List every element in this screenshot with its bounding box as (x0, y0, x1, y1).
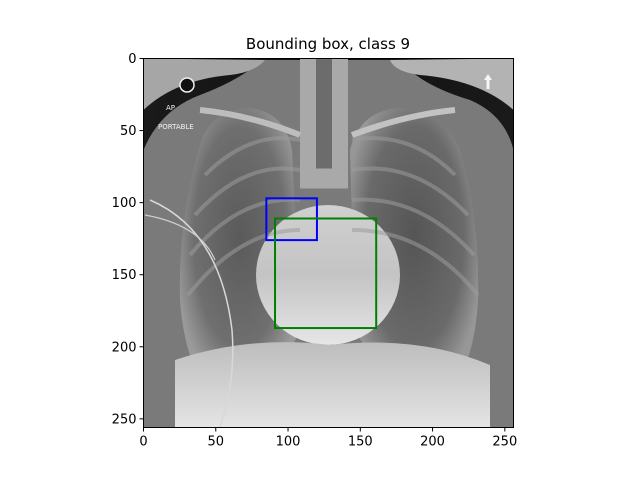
chest-xray-image: AP PORTABLE (143, 58, 514, 428)
y-tick-label: 250 (112, 412, 137, 427)
marker-icon (179, 77, 195, 93)
overlay-text-ap: AP (166, 104, 175, 112)
x-tick-label: 150 (348, 435, 373, 450)
y-tick-label: 50 (120, 124, 137, 139)
axes-frame (143, 58, 514, 428)
bounding-boxes (265, 197, 378, 330)
x-axis: 0 50 100 150 200 250 (139, 427, 517, 450)
y-tick-label: 150 (112, 268, 137, 283)
x-tick-label: 250 (492, 435, 517, 450)
x-tick-label: 0 (139, 435, 147, 450)
y-axis: 0 50 100 150 200 250 (112, 52, 144, 427)
y-tick-label: 0 (128, 52, 136, 67)
x-tick-label: 200 (420, 435, 445, 450)
figure-title: Bounding box, class 9 (246, 35, 410, 53)
x-tick-label: 100 (276, 435, 301, 450)
y-tick-label: 200 (112, 340, 137, 355)
overlay-text-portable: PORTABLE (158, 123, 194, 131)
up-arrow-icon (484, 74, 492, 89)
bounding-box-2 (274, 217, 378, 330)
y-tick-label: 100 (112, 196, 137, 211)
x-tick-label: 50 (207, 435, 224, 450)
